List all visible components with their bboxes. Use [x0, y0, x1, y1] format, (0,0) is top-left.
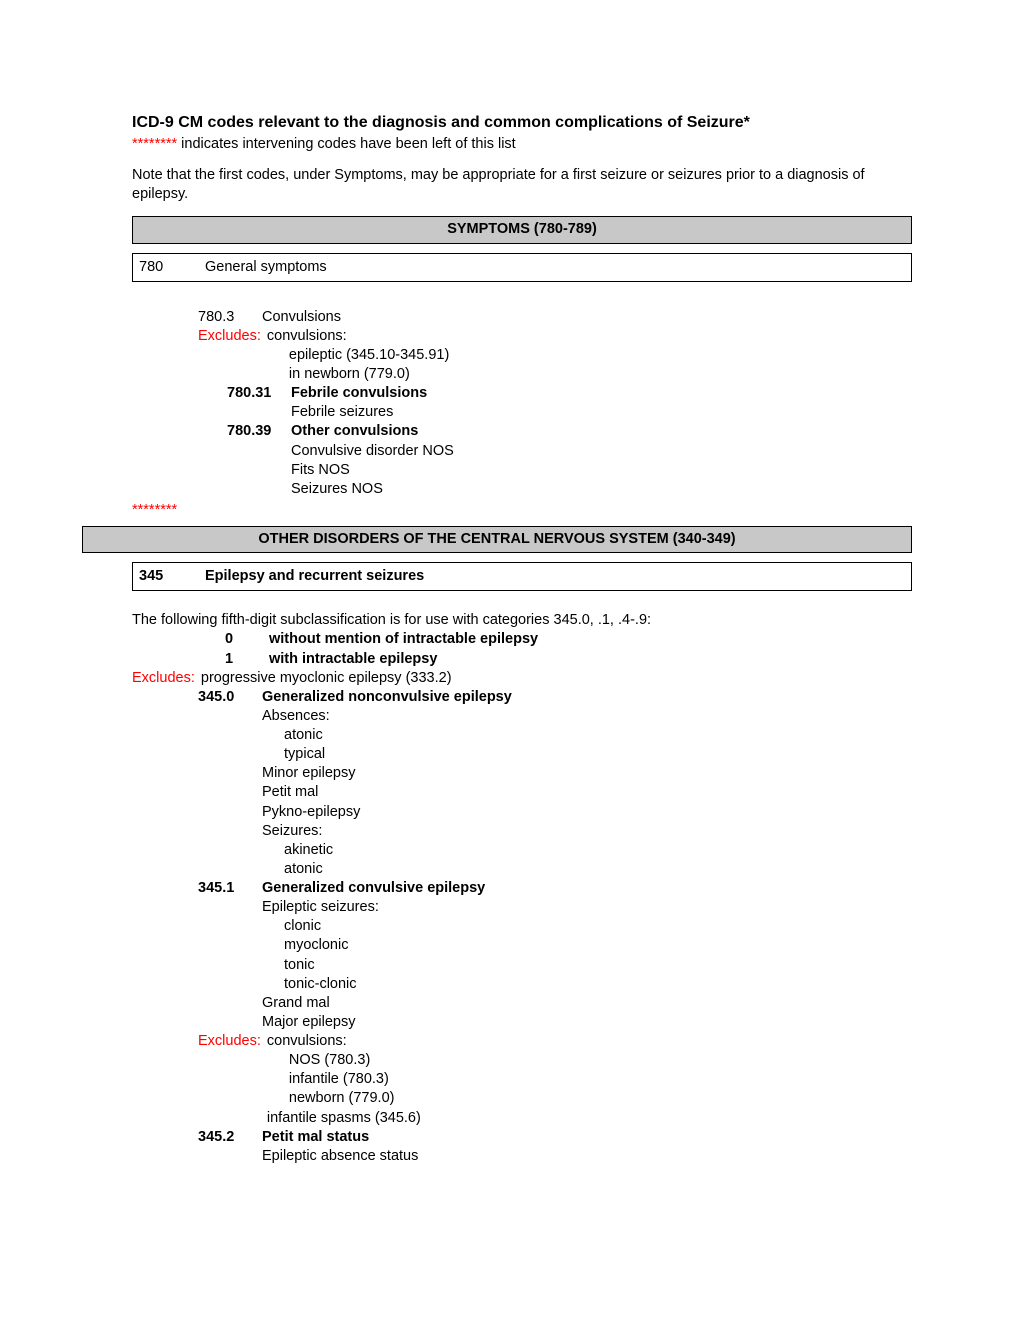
stars-text: indicates intervening codes have been le…	[177, 136, 516, 152]
code-7803: 780.3	[198, 308, 262, 327]
entry-7803: 780.3 Convulsions	[132, 308, 912, 327]
stars-note: ******** indicates intervening codes hav…	[132, 135, 912, 154]
excludes-top-345: Excludes: progressive myoclonic epilepsy…	[132, 669, 912, 688]
label: Generalized convulsive epilepsy	[262, 879, 912, 898]
page-title: ICD-9 CM codes relevant to the diagnosis…	[132, 112, 912, 133]
code: 345.2	[198, 1128, 262, 1147]
excludes-3451: Excludes: convulsions: NOS (780.3) infan…	[132, 1032, 912, 1128]
entry-3450: 345.0 Generalized nonconvulsive epilepsy	[132, 688, 912, 707]
item: clonic	[262, 917, 912, 936]
es-block: Epileptic seizures: clonic myoclonic ton…	[132, 898, 912, 1032]
digit-0: 0 without mention of intractable epileps…	[132, 630, 912, 649]
subentry-78031: 780.31 Febrile convulsions	[227, 384, 912, 403]
excludes-label: Excludes:	[132, 669, 195, 688]
excludes-7803: Excludes: convulsions: epileptic (345.10…	[132, 327, 912, 499]
items-3452: Epileptic absence status	[132, 1147, 912, 1166]
excludes-item: in newborn (779.0)	[267, 365, 912, 384]
excludes-label: Excludes:	[198, 1032, 261, 1128]
label: Petit mal status	[262, 1128, 912, 1147]
excludes-lead: convulsions:	[267, 1032, 912, 1051]
sublabel: Other convulsions	[291, 422, 912, 441]
subitem: Fits NOS	[291, 461, 912, 480]
item: infantile (780.3)	[267, 1070, 912, 1089]
subitem: Seizures NOS	[291, 480, 912, 499]
item: myoclonic	[262, 936, 912, 955]
label: Generalized nonconvulsive epilepsy	[262, 688, 912, 707]
stars-prefix: ********	[132, 136, 177, 152]
absences-label: Absences:	[262, 707, 912, 726]
code: 345.1	[198, 879, 262, 898]
item: Petit mal	[262, 783, 912, 802]
subentry-78039: 780.39 Other convulsions	[227, 422, 912, 441]
code-num-780: 780	[139, 258, 205, 277]
item: akinetic	[262, 841, 912, 860]
label-7803: Convulsions	[262, 308, 912, 327]
code-box-780: 780 General symptoms	[132, 253, 912, 282]
item: Minor epilepsy	[262, 764, 912, 783]
code-label-780: General symptoms	[205, 258, 905, 277]
code-box-345: 345 Epilepsy and recurrent seizures	[132, 562, 912, 591]
item: infantile spasms (345.6)	[267, 1109, 912, 1128]
entry-3452: 345.2 Petit mal status	[132, 1128, 912, 1147]
seizures-label: Seizures:	[262, 822, 912, 841]
item: Epileptic absence status	[262, 1147, 912, 1166]
digit-text: without mention of intractable epilepsy	[269, 630, 538, 649]
item: Grand mal	[262, 994, 912, 1013]
digit-num: 1	[225, 650, 269, 669]
excludes-label: Excludes:	[198, 327, 261, 384]
intro-note: Note that the first codes, under Symptom…	[132, 166, 912, 204]
code: 345.0	[198, 688, 262, 707]
code-num-345: 345	[139, 567, 205, 586]
digit-num: 0	[225, 630, 269, 649]
excludes-lead: convulsions:	[267, 327, 912, 346]
section-header-cns: OTHER DISORDERS OF THE CENTRAL NERVOUS S…	[82, 526, 912, 553]
excludes-item: epileptic (345.10-345.91)	[267, 346, 912, 365]
item: atonic	[262, 726, 912, 745]
item: atonic	[262, 860, 912, 879]
subitem: Febrile seizures	[291, 403, 912, 422]
sublabel: Febrile convulsions	[291, 384, 912, 403]
code-label-345: Epilepsy and recurrent seizures	[205, 567, 905, 586]
stars-separator: ********	[132, 501, 912, 520]
item: tonic-clonic	[262, 975, 912, 994]
subcode: 780.39	[227, 422, 291, 441]
fifth-digit-intro: The following fifth-digit subclassificat…	[132, 611, 912, 630]
subcode: 780.31	[227, 384, 291, 403]
digit-text: with intractable epilepsy	[269, 650, 437, 669]
item: NOS (780.3)	[267, 1051, 912, 1070]
es-label: Epileptic seizures:	[262, 898, 912, 917]
item: Pykno-epilepsy	[262, 803, 912, 822]
item: Major epilepsy	[262, 1013, 912, 1032]
subitem: Convulsive disorder NOS	[291, 442, 912, 461]
section-header-symptoms: SYMPTOMS (780-789)	[132, 216, 912, 243]
item: tonic	[262, 956, 912, 975]
item: typical	[262, 745, 912, 764]
abs-block: Absences: atonic typical Minor epilepsy …	[132, 707, 912, 879]
document-page: ICD-9 CM codes relevant to the diagnosis…	[0, 0, 1020, 1320]
item: newborn (779.0)	[267, 1089, 912, 1108]
entry-3451: 345.1 Generalized convulsive epilepsy	[132, 879, 912, 898]
digit-1: 1 with intractable epilepsy	[132, 650, 912, 669]
excludes-text: progressive myoclonic epilepsy (333.2)	[201, 669, 912, 688]
